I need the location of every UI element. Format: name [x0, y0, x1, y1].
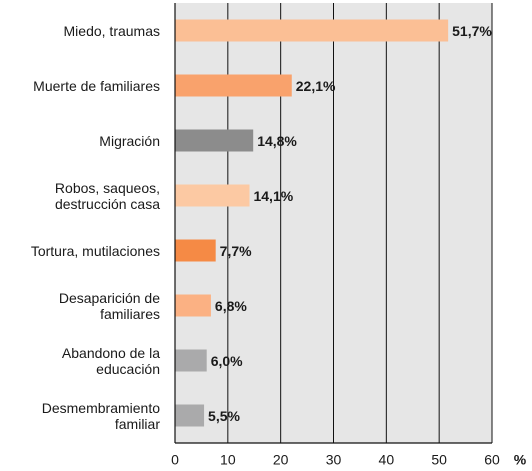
x-tick-label: 40	[379, 452, 395, 468]
x-tick-label: 10	[220, 452, 236, 468]
value-label: 14,1%	[253, 188, 293, 204]
value-label: 6,0%	[211, 353, 243, 369]
x-tick-label: 20	[273, 452, 289, 468]
x-axis-label: %	[514, 452, 527, 468]
value-label: 5,5%	[208, 408, 240, 424]
bar	[175, 74, 292, 97]
x-tick-label: 0	[171, 452, 179, 468]
bar	[175, 239, 216, 262]
bar	[175, 404, 205, 427]
value-label: 7,7%	[220, 243, 252, 259]
value-label: 14,8%	[257, 133, 297, 149]
y-tick-label: Muerte de familiares	[33, 77, 160, 94]
y-tick-label: Migración	[99, 132, 160, 149]
bar	[175, 349, 207, 372]
y-tick-label: Robos, saqueos, destrucción casa	[54, 179, 160, 212]
x-tick-label: 60	[484, 452, 500, 468]
y-tick-label: Tortura, mutilaciones	[30, 242, 160, 259]
y-tick-label: Abandono de la educación	[61, 344, 160, 377]
value-label: 51,7%	[452, 23, 492, 39]
y-tick-label: Miedo, traumas	[63, 22, 160, 39]
y-tick-label: Desmembramiento familiar	[41, 399, 160, 432]
value-label: 6,8%	[215, 298, 247, 314]
bar	[175, 19, 449, 42]
bar	[175, 184, 250, 207]
x-tick-label: 30	[326, 452, 342, 468]
bar	[175, 129, 254, 152]
value-label: 22,1%	[296, 78, 336, 94]
y-tick-label: Desaparición de familiares	[58, 289, 160, 322]
bar	[175, 294, 211, 317]
x-tick-label: 50	[431, 452, 447, 468]
